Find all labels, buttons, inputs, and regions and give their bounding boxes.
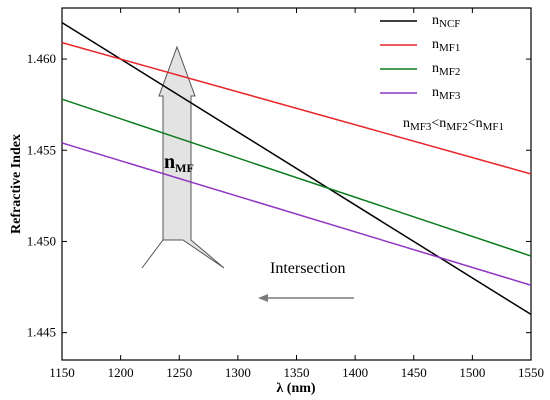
- axis-ticks: [61, 8, 532, 360]
- x-axis-title: λ (nm): [276, 381, 315, 396]
- intersection-arrow-head: [258, 294, 268, 302]
- series-line-mf2: [61, 98, 532, 257]
- y-tick-label: 1.450: [27, 233, 56, 248]
- legend-label-mf3: nMF3: [432, 85, 461, 102]
- plot-frame: [61, 7, 532, 361]
- x-tick-label: 1250: [166, 365, 192, 380]
- legend: nNCF nMF1 nMF2 nMF3: [380, 13, 461, 102]
- series-line-mf3: [61, 142, 532, 286]
- x-tick-label: 1550: [518, 365, 544, 380]
- legend-label-mf1: nMF1: [432, 37, 460, 54]
- intersection-label: Intersection: [270, 260, 346, 277]
- x-tick-label: 1450: [401, 365, 427, 380]
- legend-label-mf2: nMF2: [432, 61, 460, 78]
- tick-labels: 1150 1200 1250 1300 1350 1400 1450 1500 1550 1.44…: [27, 51, 544, 380]
- nmf-arrow-label: nMF: [164, 151, 194, 175]
- x-tick-label: 1150: [49, 365, 75, 380]
- x-tick-label: 1300: [225, 365, 251, 380]
- y-axis-title: Refractive Index: [9, 134, 24, 234]
- series-lines: [61, 21, 532, 316]
- y-tick-label: 1.460: [27, 51, 56, 66]
- x-tick-label: 1350: [284, 365, 310, 380]
- x-tick-label: 1200: [108, 365, 134, 380]
- y-tick-label: 1.445: [27, 325, 56, 340]
- nmf-increase-arrow: [141, 45, 225, 269]
- x-tick-label: 1500: [459, 365, 485, 380]
- x-tick-label: 1400: [342, 365, 368, 380]
- legend-relation-text: nMF3<nMF2<nMF1: [403, 116, 504, 133]
- legend-label-ncf: nNCF: [432, 13, 460, 30]
- series-line-mf1: [61, 41, 532, 175]
- y-tick-label: 1.455: [27, 142, 56, 157]
- series-line-ncf: [61, 21, 532, 316]
